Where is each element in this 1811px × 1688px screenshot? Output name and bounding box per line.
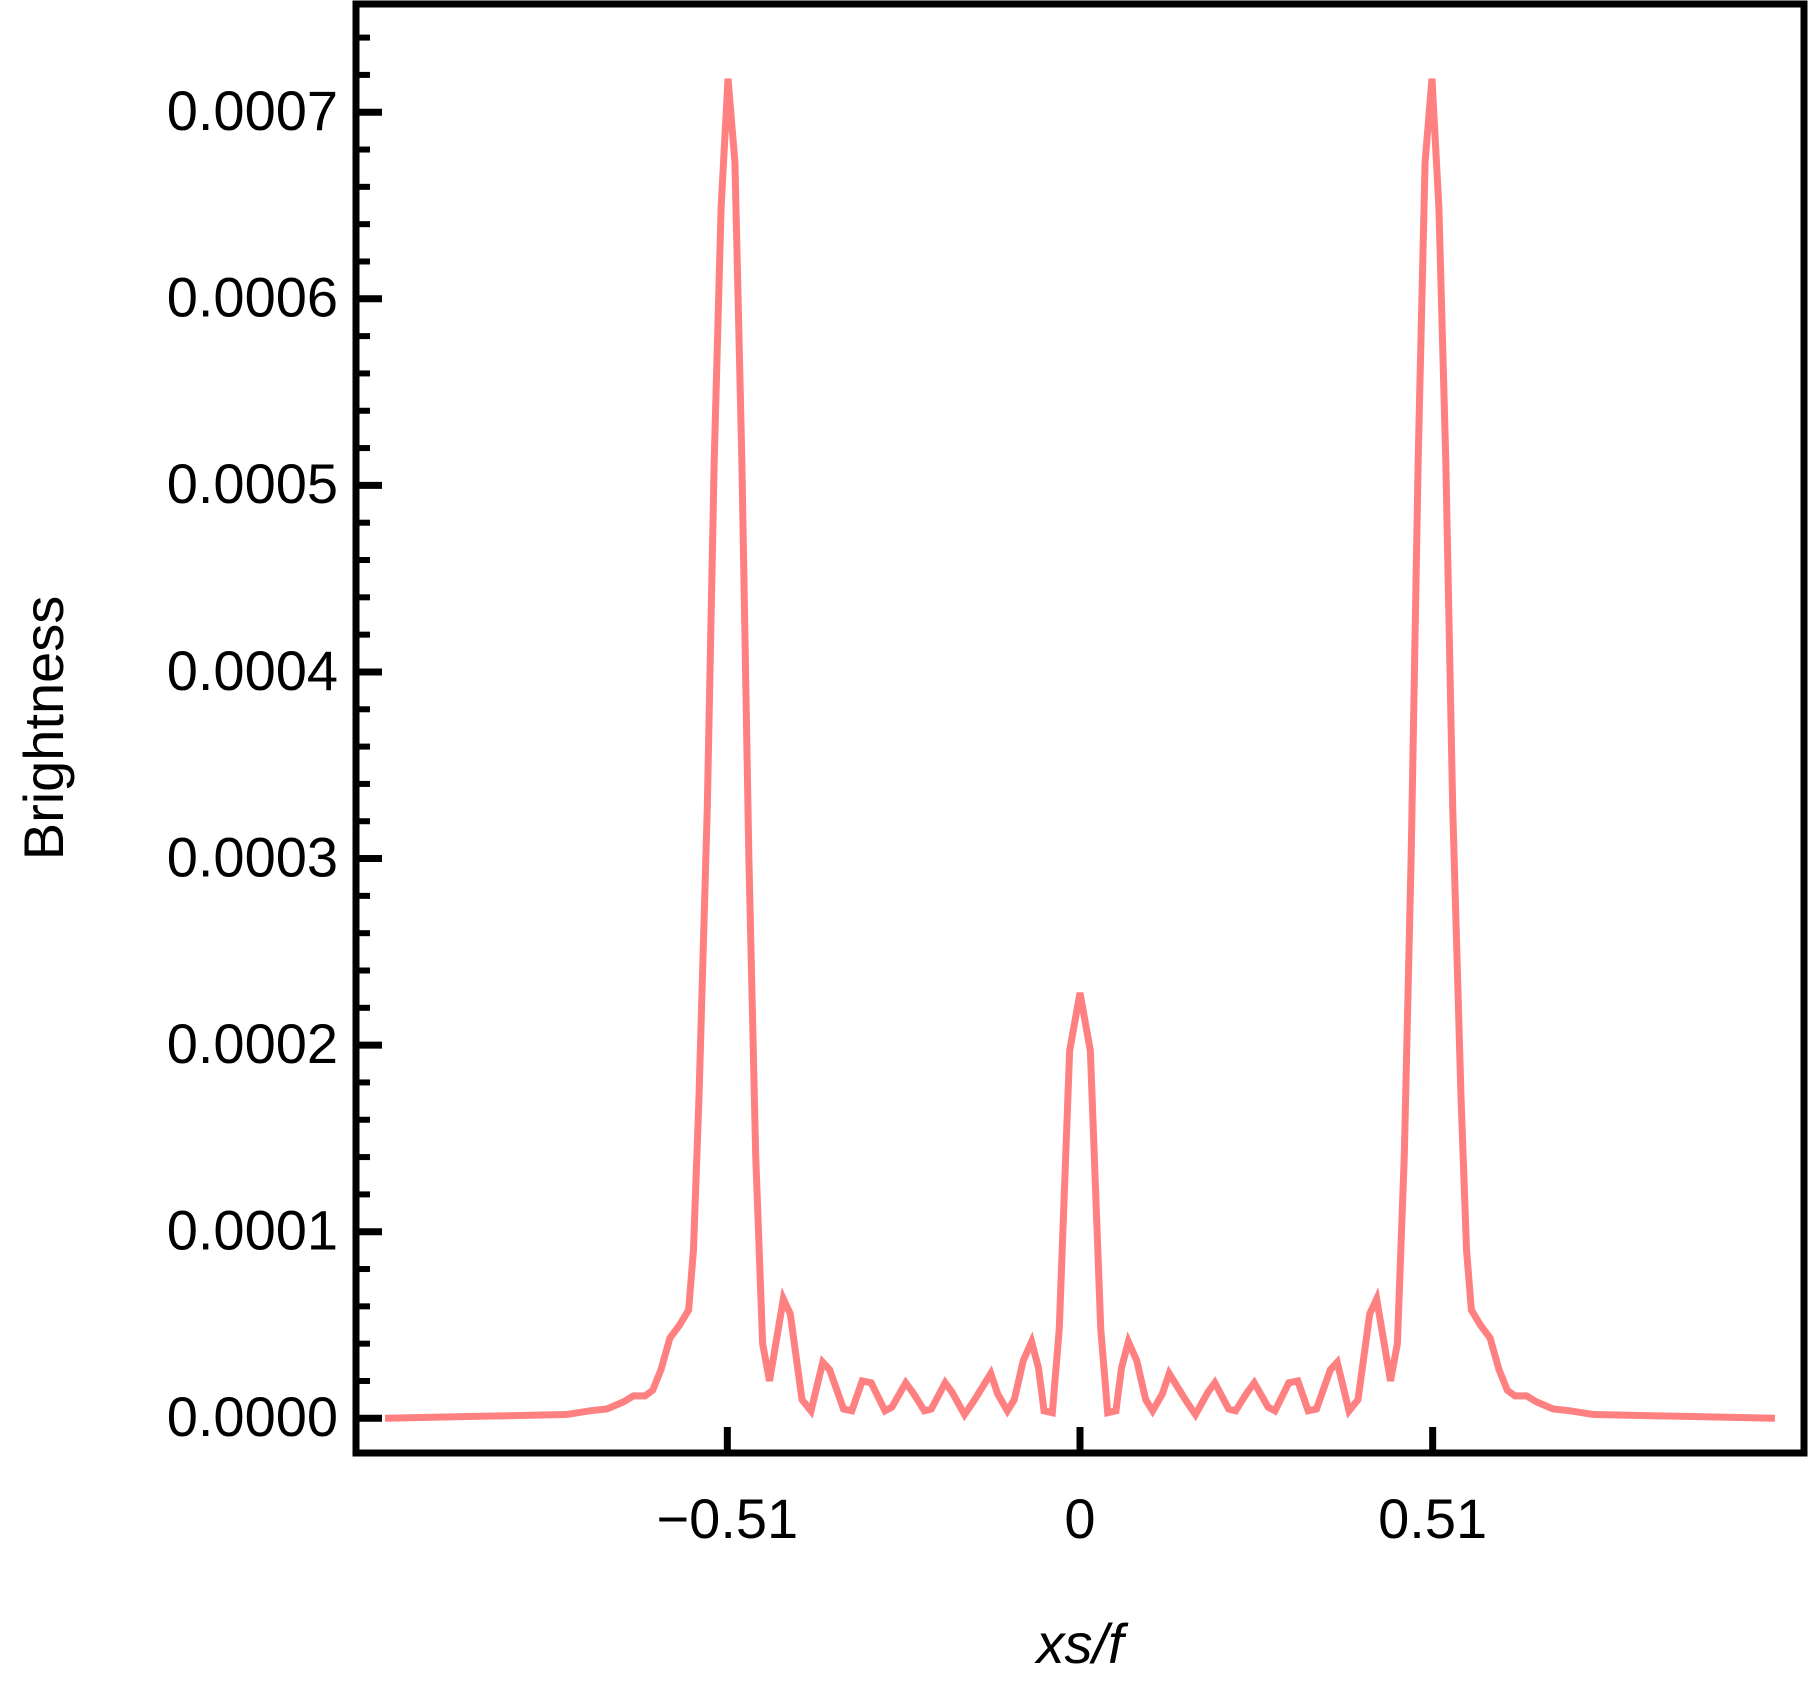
y-tick-label: 0.0007 — [167, 79, 338, 142]
y-tick-label: 0.0001 — [167, 1199, 338, 1262]
x-tick-label: 0 — [1064, 1487, 1095, 1550]
plot-frame — [352, 0, 1808, 1457]
x-tick-label: 0.51 — [1378, 1487, 1487, 1550]
x-axis-label: xs/f — [1033, 1612, 1129, 1675]
x-tick-label: −0.51 — [656, 1487, 798, 1550]
y-tick-label: 0.0003 — [167, 825, 338, 888]
y-axis-label: Brightness — [12, 596, 75, 861]
y-tick-label: 0.0005 — [167, 452, 338, 515]
y-tick-label: 0.0006 — [167, 266, 338, 329]
data-line — [384, 78, 1776, 1422]
y-tick-label: 0.0004 — [167, 639, 338, 702]
y-tick-label: 0.0000 — [167, 1385, 338, 1448]
y-tick-label: 0.0002 — [167, 1012, 338, 1075]
